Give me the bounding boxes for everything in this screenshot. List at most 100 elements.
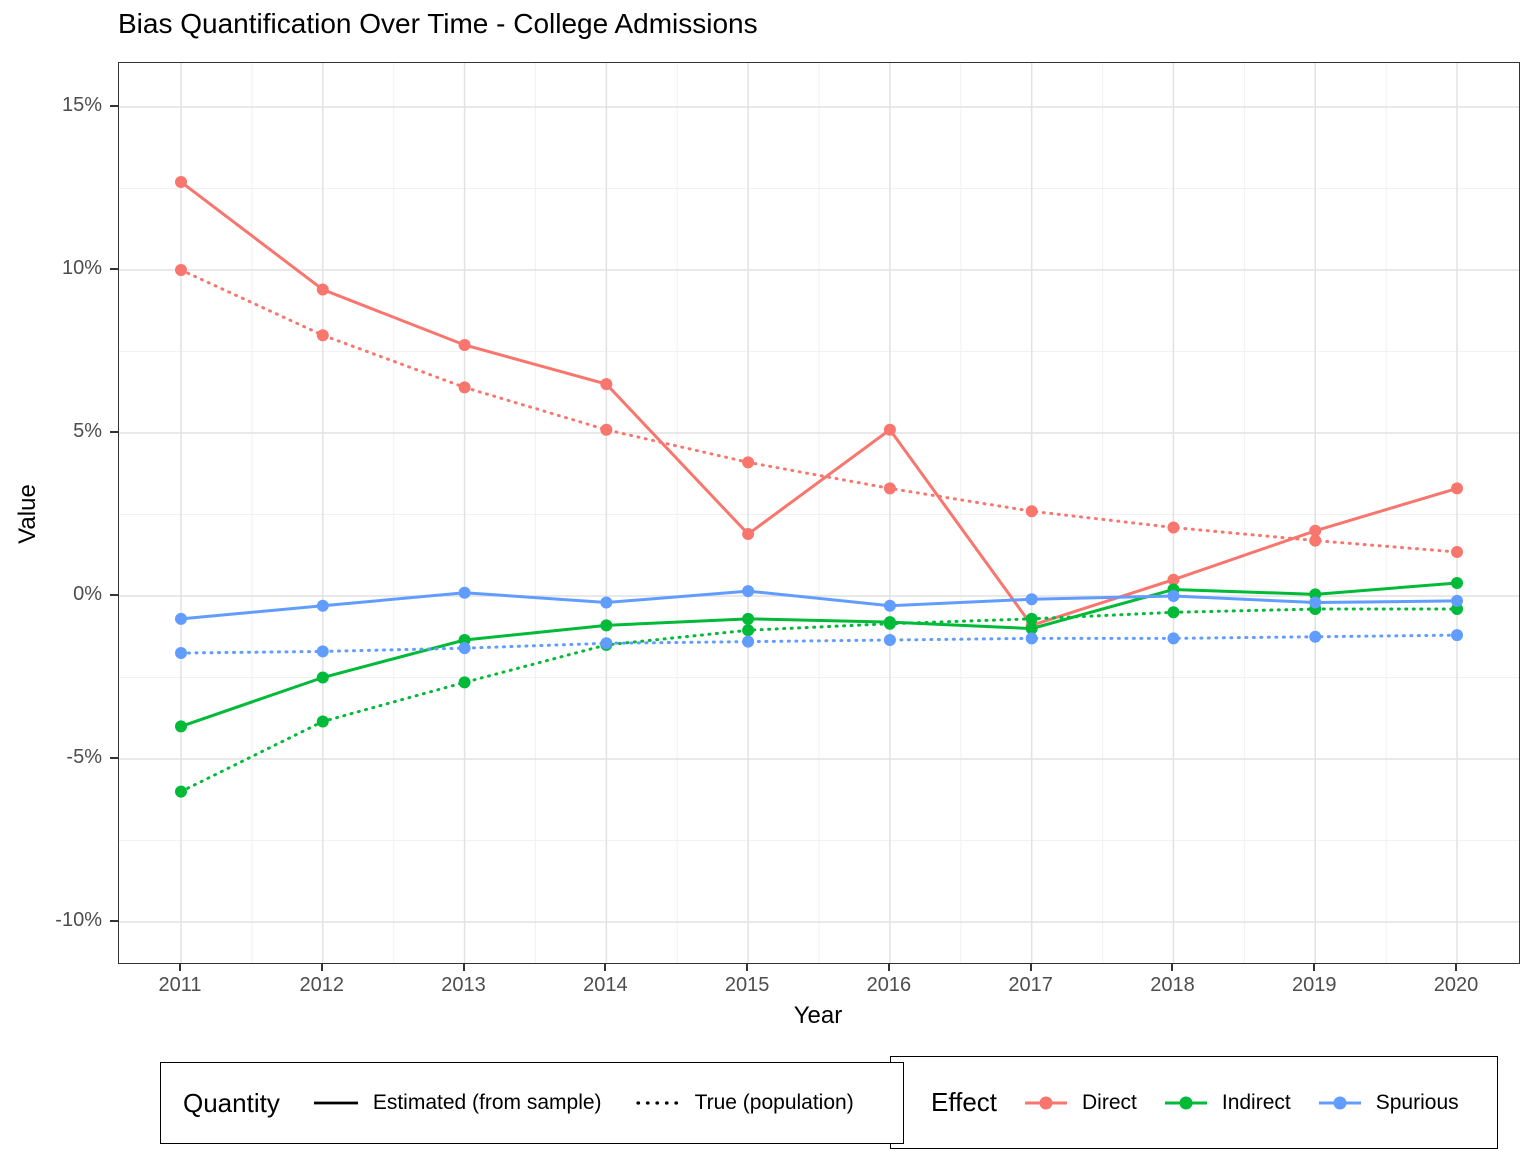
solid-line-key-icon bbox=[313, 1101, 358, 1105]
data-point bbox=[742, 585, 755, 598]
x-tick-label: 2016 bbox=[866, 974, 912, 996]
data-point bbox=[175, 264, 187, 276]
y-tick-mark bbox=[110, 757, 118, 759]
y-tick-mark bbox=[110, 105, 118, 107]
data-point bbox=[742, 528, 755, 541]
data-point bbox=[600, 378, 613, 391]
data-point bbox=[316, 283, 329, 296]
data-point bbox=[600, 423, 613, 436]
data-point bbox=[1309, 534, 1322, 547]
x-tick-label: 2011 bbox=[158, 974, 202, 996]
y-tick-mark bbox=[110, 920, 118, 922]
data-point bbox=[175, 175, 187, 188]
data-point bbox=[1167, 632, 1180, 645]
legend-effect-title: Effect bbox=[931, 1087, 998, 1117]
legend-item-spurious: Spurious bbox=[1375, 1090, 1459, 1114]
data-point bbox=[458, 338, 471, 351]
data-point bbox=[1451, 482, 1464, 495]
series-line-direct-solid bbox=[180, 180, 1458, 628]
data-point bbox=[883, 599, 896, 612]
x-tick-mark bbox=[179, 963, 181, 971]
data-point bbox=[742, 635, 755, 648]
legend-item-true: True (population) bbox=[694, 1091, 854, 1114]
indirect-line-key-icon bbox=[1164, 1096, 1207, 1109]
x-tick-mark bbox=[320, 963, 323, 971]
data-point bbox=[175, 785, 187, 798]
data-point bbox=[742, 456, 755, 469]
y-tick-label: 10% bbox=[61, 257, 102, 279]
data-point bbox=[175, 612, 187, 625]
data-point bbox=[316, 671, 329, 684]
data-point bbox=[742, 612, 755, 625]
series-line-indirect-solid bbox=[180, 581, 1458, 728]
data-point bbox=[883, 423, 896, 436]
data-point bbox=[883, 617, 896, 630]
y-tick-mark bbox=[110, 268, 118, 270]
data-point bbox=[1167, 606, 1180, 619]
x-tick-label: 2017 bbox=[1008, 974, 1053, 996]
y-tick-label: 15% bbox=[61, 94, 102, 116]
dotted-line-key-icon bbox=[635, 1101, 680, 1105]
x-tick-mark bbox=[604, 963, 607, 971]
data-point bbox=[600, 619, 613, 632]
data-point bbox=[1167, 590, 1180, 602]
data-point bbox=[1309, 596, 1322, 609]
x-tick-label: 2013 bbox=[441, 974, 486, 996]
x-tick-mark bbox=[887, 963, 890, 971]
x-tick-mark bbox=[1313, 963, 1316, 971]
data-point bbox=[1309, 524, 1322, 537]
x-tick-label: 2019 bbox=[1291, 974, 1337, 996]
legend-item-estimated: Estimated (from sample) bbox=[372, 1091, 602, 1114]
x-tick-label: 2012 bbox=[299, 974, 345, 996]
data-point bbox=[883, 634, 896, 647]
series-line-spurious-dotted bbox=[179, 633, 1459, 655]
data-point bbox=[1025, 632, 1038, 645]
data-point bbox=[1451, 594, 1464, 607]
data-point bbox=[1025, 593, 1038, 606]
data-point bbox=[600, 637, 613, 650]
x-tick-label: 2014 bbox=[583, 974, 628, 996]
y-tick-label: 5% bbox=[73, 420, 102, 442]
y-tick-mark bbox=[110, 594, 118, 596]
y-axis-title: Value bbox=[14, 484, 41, 544]
x-tick-mark bbox=[1455, 963, 1458, 971]
data-point bbox=[458, 381, 471, 394]
x-tick-label: 2020 bbox=[1433, 974, 1479, 996]
x-tick-mark bbox=[1171, 963, 1174, 971]
x-tick-label: 2018 bbox=[1150, 974, 1195, 996]
y-tick-label: -5% bbox=[66, 746, 102, 768]
x-axis-title: Year bbox=[793, 1002, 843, 1029]
data-point bbox=[1025, 612, 1038, 625]
data-point bbox=[1451, 629, 1464, 642]
x-tick-label: 2015 bbox=[724, 974, 770, 996]
plot-panel bbox=[118, 62, 1520, 964]
legend-quantity-title: Quantity bbox=[183, 1087, 280, 1118]
x-tick-mark bbox=[1029, 963, 1032, 971]
series-line-direct-dotted bbox=[179, 268, 1459, 554]
legend-item-indirect: Indirect bbox=[1221, 1090, 1291, 1114]
data-point bbox=[316, 599, 329, 612]
data-point bbox=[1025, 505, 1038, 518]
chart-title: Bias Quantification Over Time - College … bbox=[118, 8, 758, 39]
data-point bbox=[316, 715, 329, 728]
y-tick-label: 0% bbox=[73, 583, 102, 605]
data-point bbox=[458, 676, 471, 689]
direct-line-key-icon bbox=[1025, 1096, 1068, 1109]
data-point bbox=[883, 482, 896, 495]
data-point bbox=[600, 596, 613, 609]
series-line-indirect-dotted bbox=[179, 607, 1459, 794]
y-tick-mark bbox=[110, 431, 118, 433]
x-tick-mark bbox=[462, 963, 465, 971]
data-point bbox=[458, 642, 471, 655]
data-point bbox=[175, 647, 187, 660]
data-point bbox=[1451, 545, 1464, 558]
data-point bbox=[1451, 576, 1464, 589]
data-point bbox=[742, 624, 755, 637]
legend-quantity: Quantity Estimated (from sample) True (p… bbox=[160, 1062, 904, 1144]
data-point bbox=[1025, 622, 1038, 635]
legend-item-direct: Direct bbox=[1082, 1090, 1137, 1114]
plot-area bbox=[119, 63, 1519, 963]
data-point bbox=[175, 720, 187, 733]
spurious-line-key-icon bbox=[1318, 1096, 1361, 1109]
